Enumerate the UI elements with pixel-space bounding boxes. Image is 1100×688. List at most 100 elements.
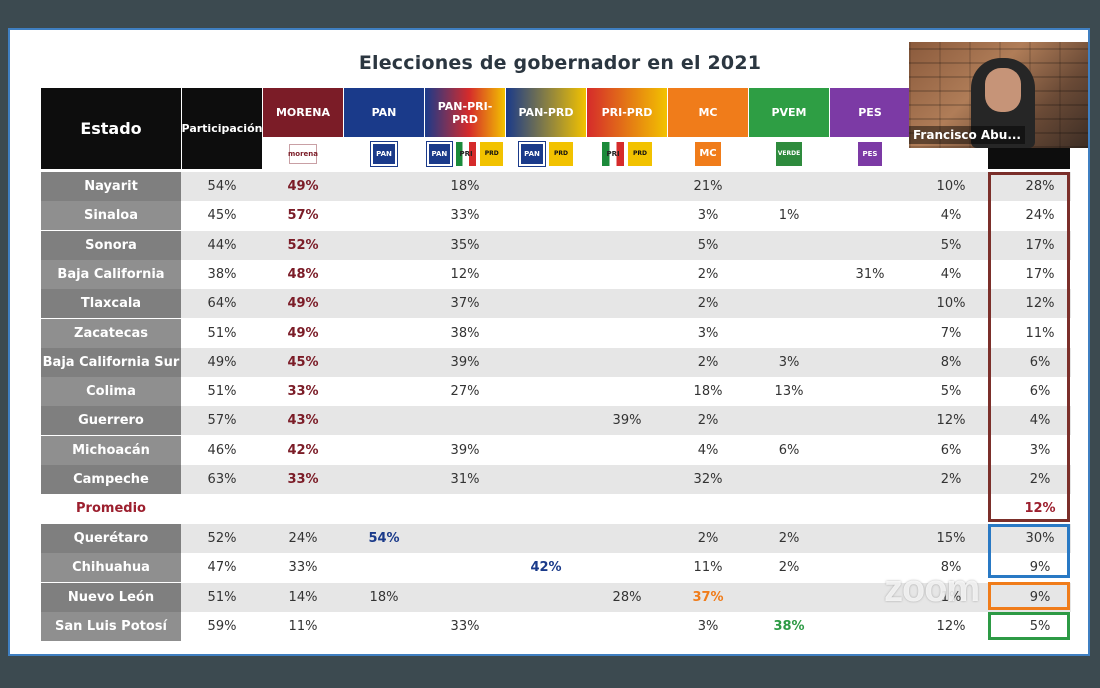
logo-cell-morena: morena <box>263 138 343 169</box>
cell-panpriprd <box>425 524 505 553</box>
logo-cell-pan: PAN <box>344 138 424 169</box>
cell-priprd: 28% <box>612 589 642 605</box>
state-name: San Luis Potosí <box>41 611 181 641</box>
cell-morena: 43% <box>287 413 319 429</box>
state-name: Baja California <box>41 259 181 289</box>
cell-panprd <box>506 436 586 465</box>
cell-margen: 30% <box>1025 531 1055 546</box>
cell-pvem: 1% <box>778 208 800 224</box>
cell-pan: 54% <box>368 531 400 546</box>
pan-logo-icon: PAN <box>519 141 545 166</box>
cell-part: 49% <box>207 354 237 370</box>
cell-pes <box>830 289 910 318</box>
cell-priprd <box>587 377 667 406</box>
cell-pes <box>830 406 910 435</box>
header-party-panprd: PAN-PRD <box>506 88 586 137</box>
cell-panprd <box>506 612 586 641</box>
state-name: Colima <box>41 377 181 407</box>
cell-otros: 8% <box>940 560 962 576</box>
cell-priprd <box>587 289 667 318</box>
cell-part: 44% <box>207 237 237 253</box>
table-row: Campeche 63% 33% 31% 32% 2% 2% <box>41 465 1071 494</box>
cell-panpriprd: 39% <box>450 354 480 370</box>
table-row: Nuevo León 51% 14% 18% 28% 37% 1% 9% <box>41 582 1071 612</box>
cell-pvem <box>749 465 829 494</box>
participant-name: Francisco Abu... <box>909 126 1025 144</box>
header-party-pes: PES <box>830 88 910 137</box>
cell-priprd <box>587 260 667 289</box>
cell-margen: 2% <box>1029 472 1051 487</box>
prd-logo-icon: PRD <box>549 141 573 166</box>
table-row: Baja California 38% 48% 12% 2% 31% 4% 17% <box>41 259 1071 289</box>
cell-panpriprd: 33% <box>450 208 480 224</box>
cell-morena: 52% <box>287 237 319 253</box>
cell-pan <box>344 260 424 289</box>
cell-pan <box>344 406 424 435</box>
cell-panpriprd: 31% <box>450 472 480 487</box>
header-estado: Estado <box>41 88 181 169</box>
cell-panprd <box>506 377 586 406</box>
cell-mc: 2% <box>697 354 719 370</box>
cell-part: 63% <box>207 472 237 487</box>
cell-part: 38% <box>207 266 237 282</box>
cell-otros: 7% <box>940 325 962 341</box>
cell-morena: 48% <box>287 266 319 282</box>
cell-part: 51% <box>207 589 237 605</box>
cell-pes <box>830 612 910 641</box>
prd-logo-icon: PRD <box>628 141 652 166</box>
table-row: Sonora 44% 52% 35% 5% 5% 17% <box>41 230 1071 260</box>
highlight-box-mc <box>988 582 1070 610</box>
cell-otros: 10% <box>936 179 966 194</box>
cell-mc: 3% <box>697 208 719 224</box>
header-party-panpriprd: PAN-PRI-PRD <box>425 88 505 137</box>
cell-mc: 3% <box>697 325 719 341</box>
highlight-box-pvem <box>988 612 1070 640</box>
cell-panpriprd <box>425 583 505 612</box>
state-name: Querétaro <box>41 524 181 553</box>
promedio-label: Promedio <box>76 501 146 516</box>
cell-priprd <box>587 348 667 377</box>
cell-pes <box>830 201 910 230</box>
cell-mc: 2% <box>697 531 719 546</box>
cell-panpriprd: 12% <box>450 266 480 282</box>
cell-panprd <box>506 319 586 348</box>
cell-pan <box>344 348 424 377</box>
cell-part: 57% <box>207 413 237 429</box>
cell-priprd <box>587 612 667 641</box>
cell-otros: 10% <box>936 296 966 312</box>
cell-panprd <box>506 289 586 318</box>
state-name: Nayarit <box>41 172 181 201</box>
cell-pvem: 2% <box>778 560 800 576</box>
highlight-box-pan <box>988 524 1070 578</box>
cell-otros: 4% <box>940 266 962 282</box>
cell-priprd <box>587 201 667 230</box>
cell-morena: 24% <box>288 531 318 546</box>
state-name: Campeche <box>41 465 181 494</box>
cell-priprd <box>587 524 667 553</box>
cell-pvem: 13% <box>774 384 804 400</box>
cell-panprd <box>506 524 586 553</box>
cell-morena: 33% <box>288 560 318 576</box>
state-name: Zacatecas <box>41 318 181 348</box>
logo-cell-panprd: PAN PRD <box>506 138 586 169</box>
cell-morena: 11% <box>288 618 318 634</box>
cell-pvem: 38% <box>773 618 805 634</box>
morena-logo-icon: morena <box>288 143 318 164</box>
logo-cell-priprd: PRI PRD <box>587 138 667 169</box>
cell-pes: 31% <box>855 266 885 282</box>
cell-mc: 2% <box>697 266 719 282</box>
cell-pan <box>344 465 424 494</box>
header-party-pan: PAN <box>344 88 424 137</box>
cell-pes <box>830 436 910 465</box>
table-row: Michoacán 46% 42% 39% 4% 6% 6% 3% <box>41 435 1071 465</box>
cell-pan <box>344 553 424 582</box>
cell-margen: 17% <box>1025 266 1055 282</box>
cell-morena: 42% <box>287 442 319 458</box>
logo-cell-panpriprd: PAN PRI PRD <box>425 138 505 169</box>
participant-video[interactable]: Francisco Abu... <box>909 42 1088 148</box>
table-row: Nayarit 54% 49% 18% 21% 10% 28% <box>41 172 1071 201</box>
cell-margen: 9% <box>1029 589 1051 605</box>
cell-pan <box>344 172 424 201</box>
cell-panprd <box>506 172 586 201</box>
state-name: Nuevo León <box>41 582 181 612</box>
